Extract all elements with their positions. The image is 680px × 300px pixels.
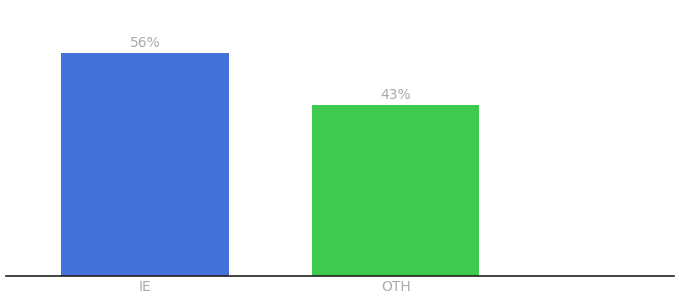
Bar <box>61 53 228 276</box>
Text: 43%: 43% <box>380 88 411 102</box>
Bar <box>312 105 479 276</box>
Text: 56%: 56% <box>129 36 160 50</box>
